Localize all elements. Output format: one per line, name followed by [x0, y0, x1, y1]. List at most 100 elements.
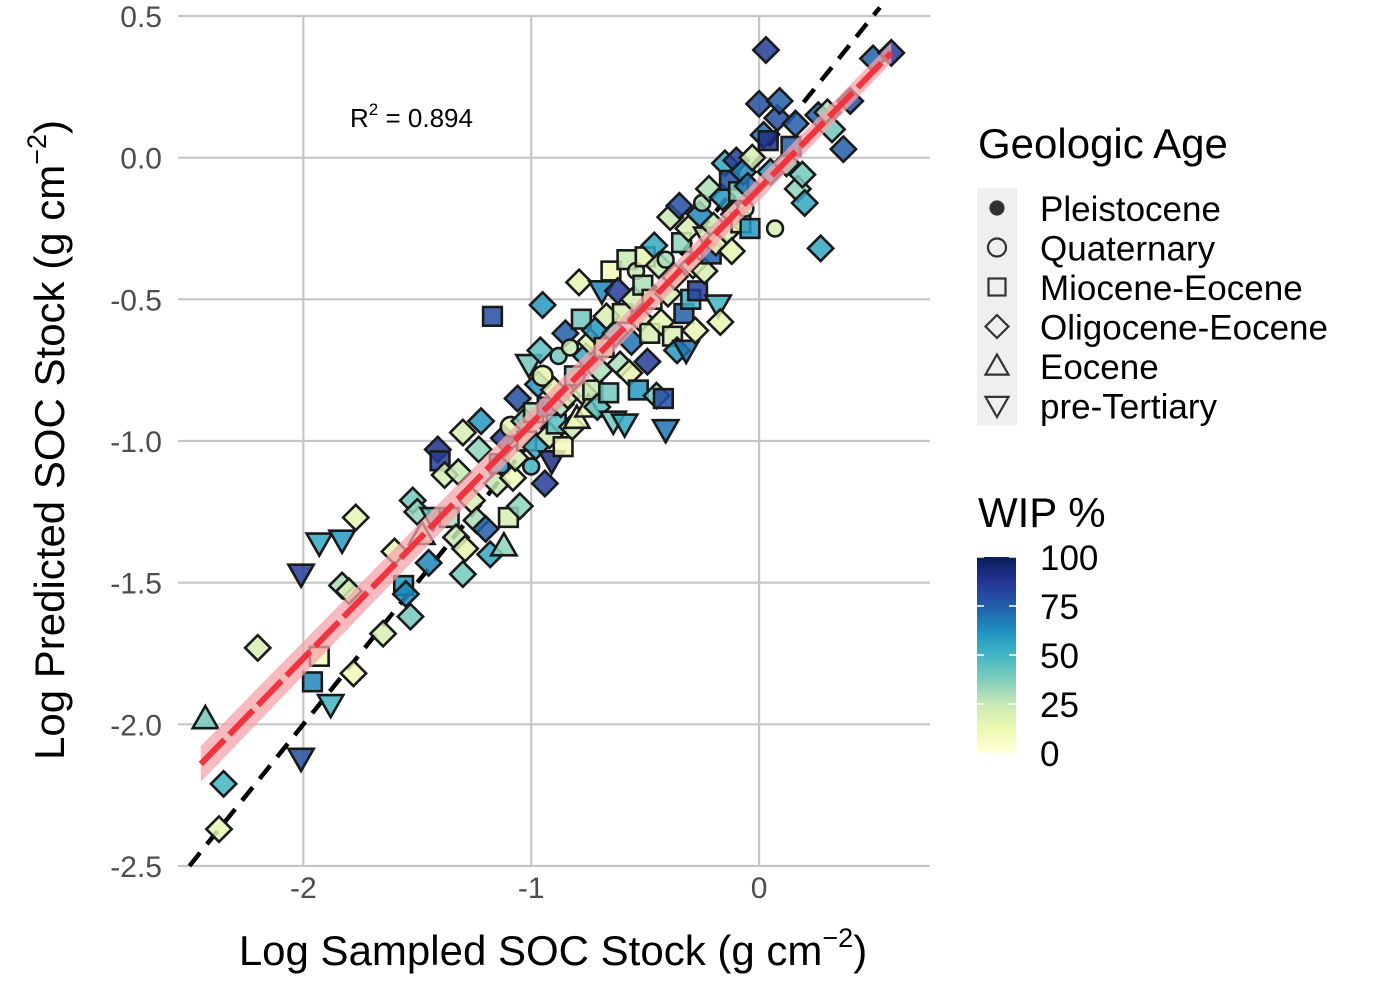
r-squared-annotation: R2 = 0.894	[350, 100, 473, 133]
data-point	[564, 267, 594, 297]
shape-legend-label: Miocene-Eocene	[1040, 269, 1303, 308]
data-point	[498, 463, 528, 493]
color-legend-label: 75	[1040, 588, 1079, 627]
data-point	[521, 457, 541, 476]
data-point	[694, 174, 724, 204]
data-point	[570, 308, 592, 330]
shape-legend-item: Quaternary	[986, 230, 1216, 269]
shape-legend-label: pre-Tertiary	[1040, 388, 1217, 427]
shape-legend-item: Pleistocene	[989, 190, 1221, 229]
data-point	[209, 769, 239, 799]
data-point	[368, 619, 398, 649]
data-point	[609, 413, 640, 440]
data-point	[528, 290, 558, 320]
data-point	[765, 219, 785, 238]
data-point	[514, 353, 544, 380]
data-point	[703, 294, 733, 321]
data-point	[301, 671, 324, 693]
data-point	[686, 280, 709, 302]
color-legend: WIP % 100 75 50 25 0	[977, 489, 1106, 774]
data-point	[717, 236, 747, 266]
color-legend-label: 25	[1040, 686, 1079, 725]
data-point	[414, 548, 444, 578]
data-point	[243, 633, 273, 663]
shape-legend-item: pre-Tertiary	[983, 388, 1217, 427]
shape-legend-key	[987, 277, 1007, 297]
shape-legend-title: Geologic Age	[978, 120, 1228, 167]
data-point	[525, 335, 555, 365]
reference-line	[187, 6, 882, 868]
data-point	[304, 532, 335, 559]
data-point	[505, 491, 535, 521]
data-point	[204, 814, 234, 844]
data-point	[737, 143, 767, 173]
data-point	[286, 747, 316, 774]
data-point	[765, 86, 795, 116]
color-legend-title: WIP %	[978, 489, 1106, 536]
fit-line	[198, 42, 894, 783]
shape-legend-label: Pleistocene	[1040, 190, 1221, 229]
y-tick-label: -1.0	[110, 426, 162, 459]
data-point	[757, 130, 779, 152]
one-to-one-line	[187, 6, 882, 868]
color-legend-label: 0	[1040, 735, 1059, 774]
data-point	[671, 339, 702, 366]
data-point	[600, 260, 622, 282]
shape-legend-label: Oligocene-Eocene	[1040, 309, 1328, 348]
x-tick-label: -1	[518, 872, 545, 905]
data-point	[471, 514, 501, 544]
data-point	[806, 233, 836, 263]
y-tick-label: 0.5	[120, 1, 162, 34]
data-point	[190, 703, 221, 730]
shape-legend-label: Quaternary	[1040, 230, 1216, 269]
data-point	[530, 469, 560, 498]
data-point	[327, 529, 357, 556]
data-point	[680, 316, 710, 345]
shape-legend-key	[983, 352, 1011, 376]
data-point	[664, 191, 694, 221]
data-point	[751, 35, 781, 65]
fit-regression-line	[198, 50, 894, 767]
data-point	[787, 160, 817, 190]
data-point	[481, 305, 504, 327]
data-point	[632, 347, 662, 377]
data-point	[598, 382, 620, 404]
y-axis-title: Log Predicted SOC Stock (g cm−2)	[22, 120, 73, 760]
data-point	[646, 307, 676, 337]
data-point	[464, 435, 494, 464]
shape-legend-key	[983, 313, 1011, 340]
axis-ticks: -2 -1 0 0.5 0.0 -0.5 -1.0 -1.5 -2.0 -2.5	[110, 1, 767, 905]
data-point	[650, 418, 681, 445]
shape-legend-key	[983, 395, 1011, 420]
shape-legend-item: Miocene-Eocene	[987, 269, 1303, 308]
x-axis-title: Log Sampled SOC Stock (g cm−2)	[239, 923, 867, 974]
data-point	[781, 109, 811, 139]
data-point	[338, 658, 368, 688]
data-point	[286, 563, 316, 590]
data-point	[391, 579, 421, 609]
y-tick-label: -1.5	[110, 568, 162, 601]
data-point	[627, 379, 649, 401]
shape-legend-item: Oligocene-Eocene	[983, 309, 1328, 348]
data-point	[689, 256, 719, 286]
data-point	[450, 534, 480, 564]
data-point	[315, 693, 346, 720]
color-legend-label: 100	[1040, 539, 1098, 578]
y-tick-label: -2.5	[110, 851, 162, 884]
color-legend-label: 50	[1040, 637, 1079, 676]
shape-legend-key-background	[977, 188, 1017, 426]
y-tick-label: -2.0	[110, 709, 162, 742]
data-point	[531, 364, 554, 388]
data-point	[790, 188, 820, 218]
data-point	[705, 307, 735, 337]
shape-legend-label: Eocene	[1040, 348, 1159, 387]
y-tick-label: 0.0	[120, 143, 162, 176]
shape-legend: Geologic Age PleistoceneQuaternaryMiocen…	[977, 120, 1328, 427]
x-tick-label: -2	[290, 872, 317, 905]
data-point	[488, 530, 519, 557]
y-tick-label: -0.5	[110, 284, 162, 317]
data-point	[652, 387, 675, 410]
data-point	[341, 503, 371, 532]
data-point	[560, 338, 580, 357]
